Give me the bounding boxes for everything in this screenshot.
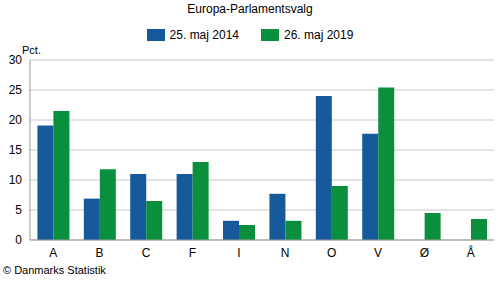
svg-text:F: F <box>189 246 196 260</box>
svg-text:I: I <box>237 246 240 260</box>
html-text:Europa-Parlamentsvalg: Europa-Parlamentsvalg <box>187 2 313 16</box>
svg-text:C: C <box>142 246 151 260</box>
svg-text:Ø: Ø <box>420 246 429 260</box>
svg-text:5: 5 <box>15 203 22 217</box>
html-text:© Danmarks Statistik: © Danmarks Statistik <box>3 264 106 276</box>
svg-text:Å: Å <box>467 245 475 260</box>
svg-text:N: N <box>281 246 290 260</box>
svg-text:25: 25 <box>9 83 23 97</box>
svg-text:0: 0 <box>15 233 22 247</box>
html-text:26. maj 2019: 26. maj 2019 <box>284 28 354 42</box>
html-text:25. maj 2014: 25. maj 2014 <box>169 28 239 42</box>
svg-text:O: O <box>327 246 336 260</box>
svg-text:20: 20 <box>9 113 23 127</box>
svg-text:A: A <box>49 246 57 260</box>
svg-text:B: B <box>96 246 104 260</box>
svg-text:V: V <box>374 246 382 260</box>
html-text:Pct.: Pct. <box>22 44 41 56</box>
svg-text:15: 15 <box>9 143 23 157</box>
svg-text:10: 10 <box>9 173 23 187</box>
svg-text:30: 30 <box>9 53 23 67</box>
